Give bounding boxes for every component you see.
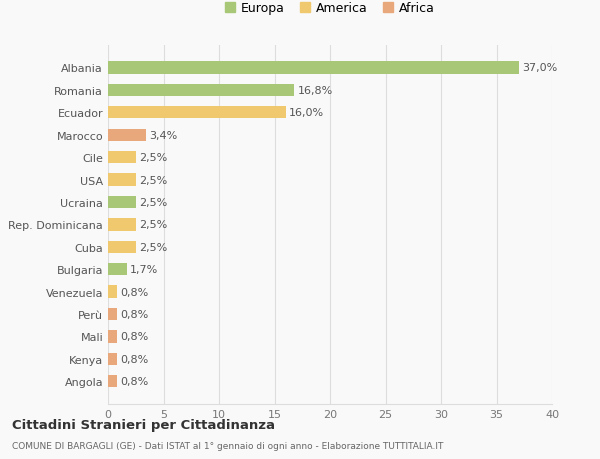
Text: 2,5%: 2,5% xyxy=(139,220,167,230)
Bar xyxy=(108,286,117,298)
Bar xyxy=(108,107,286,119)
Bar xyxy=(108,241,136,253)
Text: 0,8%: 0,8% xyxy=(120,332,148,342)
Bar xyxy=(108,353,117,365)
Bar xyxy=(108,84,295,97)
Text: 0,8%: 0,8% xyxy=(120,287,148,297)
Bar xyxy=(108,330,117,343)
Text: 2,5%: 2,5% xyxy=(139,175,167,185)
Text: 0,8%: 0,8% xyxy=(120,376,148,386)
Bar xyxy=(108,129,146,141)
Bar xyxy=(108,196,136,209)
Bar xyxy=(108,219,136,231)
Text: COMUNE DI BARGAGLI (GE) - Dati ISTAT al 1° gennaio di ogni anno - Elaborazione T: COMUNE DI BARGAGLI (GE) - Dati ISTAT al … xyxy=(12,441,443,450)
Text: 37,0%: 37,0% xyxy=(522,63,557,73)
Bar xyxy=(108,62,519,74)
Bar xyxy=(108,308,117,320)
Text: 0,8%: 0,8% xyxy=(120,309,148,319)
Text: 2,5%: 2,5% xyxy=(139,197,167,207)
Text: 16,8%: 16,8% xyxy=(298,86,333,95)
Text: 3,4%: 3,4% xyxy=(149,130,178,140)
Legend: Europa, America, Africa: Europa, America, Africa xyxy=(221,0,439,19)
Text: 2,5%: 2,5% xyxy=(139,242,167,252)
Text: 0,8%: 0,8% xyxy=(120,354,148,364)
Text: Cittadini Stranieri per Cittadinanza: Cittadini Stranieri per Cittadinanza xyxy=(12,418,275,431)
Text: 2,5%: 2,5% xyxy=(139,153,167,163)
Bar xyxy=(108,174,136,186)
Bar xyxy=(108,151,136,164)
Bar xyxy=(108,263,127,276)
Text: 1,7%: 1,7% xyxy=(130,265,158,274)
Text: 16,0%: 16,0% xyxy=(289,108,324,118)
Bar xyxy=(108,375,117,388)
